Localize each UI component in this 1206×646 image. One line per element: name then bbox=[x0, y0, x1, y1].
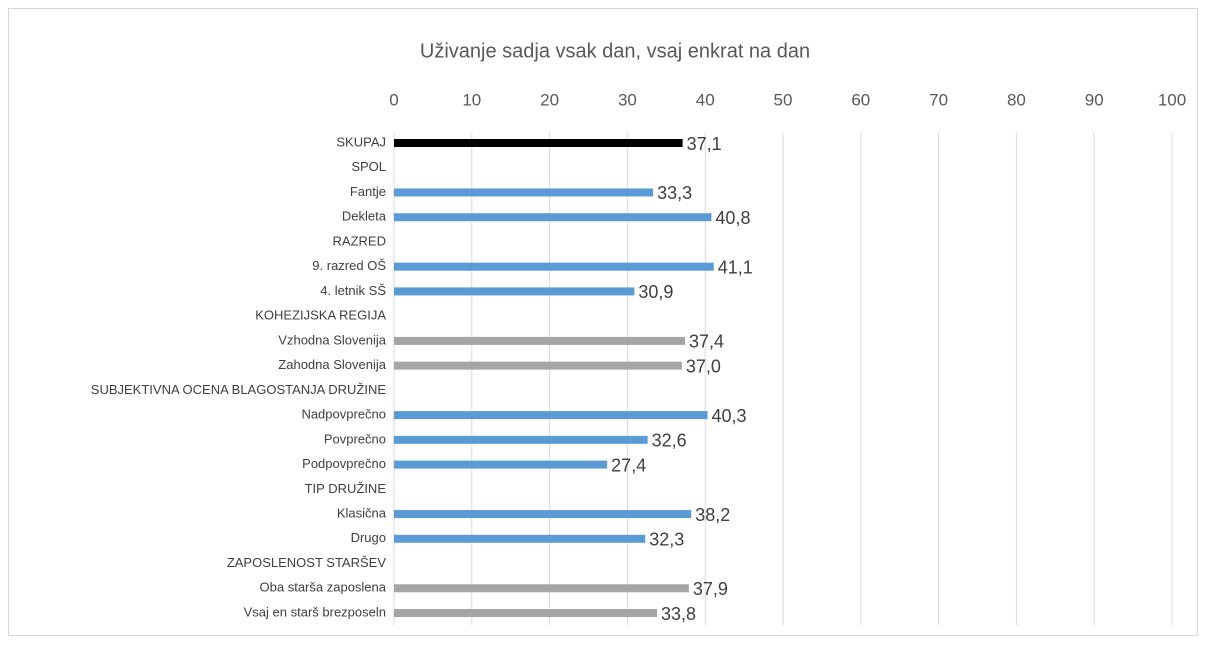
y-tick-label: SKUPAJ bbox=[336, 134, 386, 149]
bar bbox=[394, 510, 692, 519]
value-label: 37,4 bbox=[689, 332, 724, 352]
value-label: 32,3 bbox=[649, 530, 684, 550]
y-tick-label: Klasična bbox=[337, 505, 387, 520]
y-tick-label: ZAPOSLENOST STARŠEV bbox=[227, 555, 387, 570]
y-tick-label: SPOL bbox=[351, 159, 386, 174]
bar bbox=[394, 188, 654, 197]
value-label: 40,3 bbox=[712, 406, 747, 426]
bar bbox=[394, 411, 708, 420]
x-tick-label: 80 bbox=[1007, 90, 1026, 109]
value-label: 37,0 bbox=[686, 356, 721, 376]
bar bbox=[394, 609, 657, 617]
value-label: 40,8 bbox=[715, 208, 750, 228]
y-tick-label: Vzhodna Slovenija bbox=[278, 332, 386, 347]
bar bbox=[394, 287, 635, 296]
x-tick-label: 0 bbox=[389, 90, 398, 109]
bar bbox=[394, 534, 646, 543]
value-label: 30,9 bbox=[638, 282, 673, 302]
chart-frame bbox=[8, 8, 1198, 636]
x-tick-label: 70 bbox=[929, 90, 948, 109]
y-tick-label: Dekleta bbox=[342, 209, 387, 224]
y-tick-label: Drugo bbox=[351, 530, 386, 545]
x-tick-label: 20 bbox=[540, 90, 559, 109]
y-tick-label: 9. razred OŠ bbox=[312, 258, 386, 273]
y-tick-label: Zahodna Slovenija bbox=[278, 357, 386, 372]
y-tick-label: Fantje bbox=[350, 184, 386, 199]
value-label: 41,1 bbox=[718, 257, 753, 277]
x-tick-label: 10 bbox=[462, 90, 481, 109]
bar bbox=[394, 361, 682, 370]
bar bbox=[394, 262, 714, 271]
chart-title: Uživanje sadja vsak dan, vsaj enkrat na … bbox=[420, 40, 810, 62]
x-tick-label: 60 bbox=[851, 90, 870, 109]
bar bbox=[394, 584, 689, 593]
bar bbox=[394, 460, 608, 469]
y-tick-label: Oba starša zaposlena bbox=[260, 580, 387, 595]
y-tick-label: TIP DRUŽINE bbox=[305, 481, 387, 496]
value-label: 33,3 bbox=[657, 183, 692, 203]
value-label: 33,8 bbox=[661, 604, 696, 624]
value-label: 27,4 bbox=[611, 455, 646, 475]
value-label: 37,1 bbox=[687, 134, 722, 154]
value-label: 32,6 bbox=[652, 431, 687, 451]
x-tick-label: 30 bbox=[618, 90, 637, 109]
bar bbox=[394, 336, 685, 345]
y-tick-label: Povprečno bbox=[324, 431, 386, 446]
value-label: 38,2 bbox=[695, 505, 730, 525]
y-tick-label: SUBJEKTIVNA OCENA BLAGOSTANJA DRUŽINE bbox=[91, 382, 387, 397]
x-tick-label: 90 bbox=[1085, 90, 1104, 109]
x-tick-label: 100 bbox=[1158, 90, 1186, 109]
x-tick-label: 40 bbox=[696, 90, 715, 109]
y-tick-label: Nadpovprečno bbox=[301, 407, 386, 422]
y-tick-label: Podpovprečno bbox=[302, 456, 386, 471]
bar bbox=[394, 435, 648, 444]
y-tick-label: KOHEZIJSKA REGIJA bbox=[255, 308, 386, 323]
bar bbox=[394, 139, 683, 147]
x-tick-label: 50 bbox=[774, 90, 793, 109]
y-tick-label: 4. letnik SŠ bbox=[320, 283, 386, 298]
y-tick-label: RAZRED bbox=[333, 233, 386, 248]
bar bbox=[394, 213, 712, 222]
y-tick-label: Vsaj en starš brezposeln bbox=[244, 604, 386, 619]
value-label: 37,9 bbox=[693, 579, 728, 599]
